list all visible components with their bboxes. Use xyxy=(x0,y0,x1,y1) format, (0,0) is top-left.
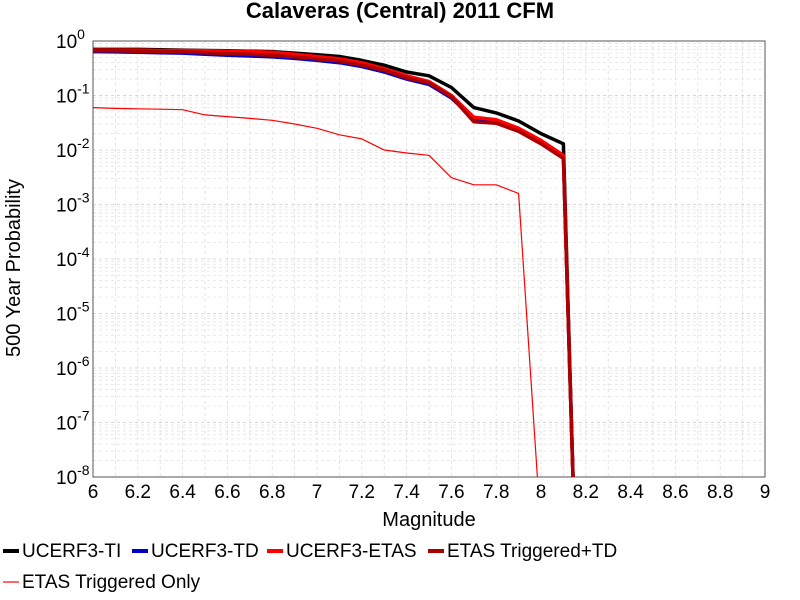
x-tick-label: 8 xyxy=(536,482,547,503)
x-tick-label: 8.6 xyxy=(662,482,688,503)
x-tick-label: 6.8 xyxy=(259,482,285,503)
x-tick-label: 7.4 xyxy=(393,482,420,503)
x-tick-label: 6.4 xyxy=(169,482,196,503)
legend-item: ETAS Triggered+TD xyxy=(428,541,617,562)
x-tick-label: 9 xyxy=(760,482,771,503)
y-tick-label: 10-3 xyxy=(56,190,90,217)
x-tick-label: 8.8 xyxy=(707,482,733,503)
y-tick-labels: 100 10-1 10-2 10-3 10-4 10-5 10-6 10-7 10-8 xyxy=(56,26,90,489)
legend-label: UCERF3-TI xyxy=(22,541,121,562)
series-group xyxy=(93,47,575,477)
legend-label: UCERF3-ETAS xyxy=(286,541,417,562)
series-line-4 xyxy=(93,107,538,477)
x-tick-label: 6.6 xyxy=(214,482,240,503)
legend-item: UCERF3-TD xyxy=(132,541,259,562)
x-tick-label: 7.8 xyxy=(483,482,509,503)
plot-frame xyxy=(92,40,766,478)
y-tick-label: 100 xyxy=(56,26,85,53)
y-tick-label: 10-2 xyxy=(56,135,90,162)
legend-label: UCERF3-TD xyxy=(151,541,259,562)
legend-item: UCERF3-ETAS xyxy=(267,541,417,562)
x-tick-labels: 6 6.2 6.4 6.6 6.8 7 7.2 7.4 7.6 7.8 8 8.2 8.4 8.6 8.8 9 xyxy=(88,482,771,503)
legend-label: ETAS Triggered Only xyxy=(22,572,201,593)
series-line-2 xyxy=(93,48,575,477)
x-tick-label: 7.6 xyxy=(438,482,464,503)
y-axis-label: 500 Year Probability xyxy=(3,179,25,357)
grid xyxy=(92,41,766,478)
y-tick-label: 10-4 xyxy=(56,244,90,271)
y-tick-label: 10-1 xyxy=(56,81,90,108)
x-tick-label: 6.2 xyxy=(125,482,151,503)
x-tick-label: 8.4 xyxy=(617,482,644,503)
legend-item: ETAS Triggered Only xyxy=(3,572,201,593)
chart-title: Calaveras (Central) 2011 CFM xyxy=(246,0,554,23)
legend-item: UCERF3-TI xyxy=(3,541,121,562)
series-line-3 xyxy=(93,49,575,477)
y-tick-label: 10-8 xyxy=(56,462,90,489)
legend-label: ETAS Triggered+TD xyxy=(447,541,617,562)
x-tick-label: 7.2 xyxy=(349,482,375,503)
x-axis-label: Magnitude xyxy=(382,509,475,531)
x-tick-label: 6 xyxy=(88,482,99,503)
y-tick-label: 10-7 xyxy=(56,408,90,435)
y-tick-label: 10-5 xyxy=(56,299,90,326)
y-tick-label: 10-6 xyxy=(56,353,90,380)
x-tick-label: 7 xyxy=(312,482,323,503)
x-tick-label: 8.2 xyxy=(573,482,599,503)
legend: UCERF3-TI UCERF3-TD UCERF3-ETAS ETAS Trigge… xyxy=(3,541,617,593)
